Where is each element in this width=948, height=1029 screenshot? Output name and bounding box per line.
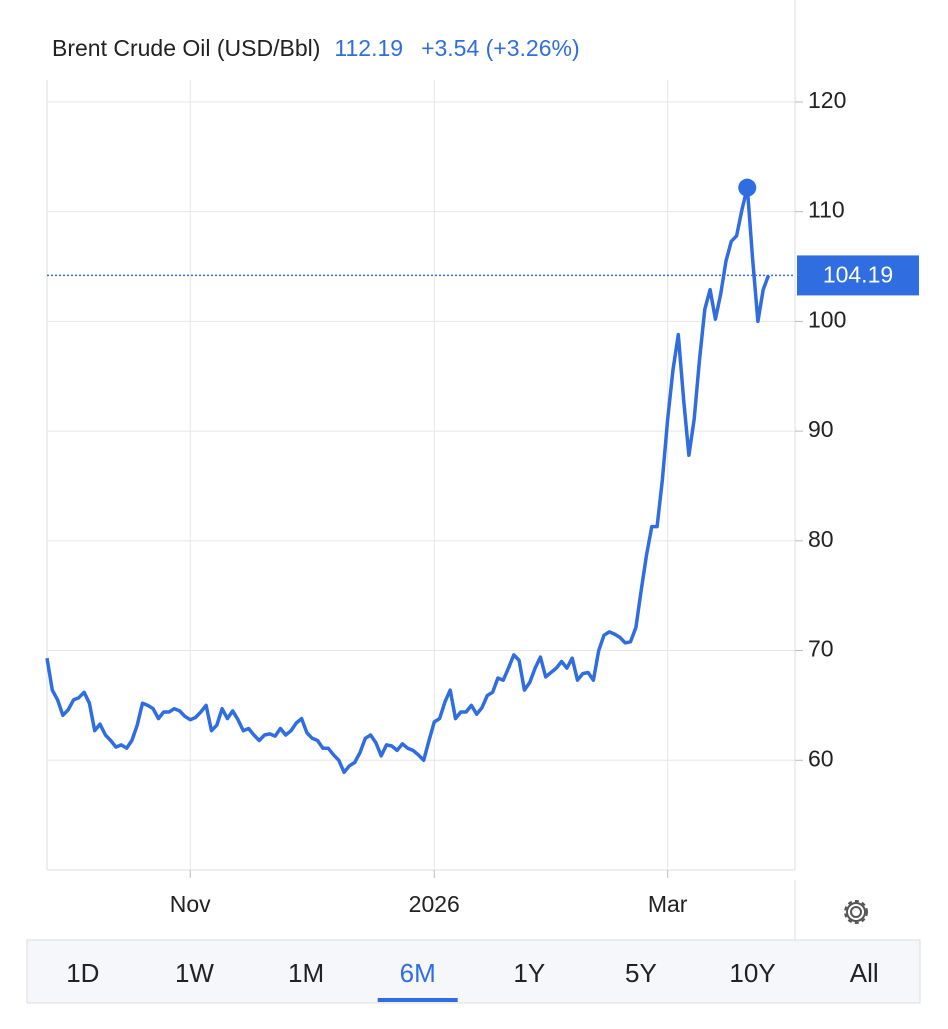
settings-icon[interactable] <box>844 900 868 924</box>
y-tick-label: 60 <box>808 745 834 771</box>
range-bar <box>26 939 921 1004</box>
y-tick-label: 120 <box>808 87 846 113</box>
price: 112.19 <box>334 35 403 61</box>
y-tick-label: 70 <box>808 636 834 662</box>
y-tick-label: 110 <box>808 197 845 223</box>
range-button[interactable]: 5Y <box>625 958 657 988</box>
range-button[interactable]: 6M <box>400 958 436 988</box>
y-tick-label: 90 <box>808 416 834 442</box>
range-button[interactable]: 1W <box>175 958 214 988</box>
range-button[interactable]: All <box>850 958 879 988</box>
price-line <box>45 185 771 775</box>
range-button[interactable]: 1Y <box>513 958 545 988</box>
x-tick-label: Mar <box>648 891 688 917</box>
range-button[interactable]: 10Y <box>729 958 775 988</box>
price-change: +3.54 (+3.26%) <box>421 35 580 61</box>
range-button[interactable]: 1D <box>66 958 99 988</box>
last-value-label: 104.19 <box>823 261 893 287</box>
range-underline <box>377 998 458 1002</box>
x-tick-label: 2026 <box>409 891 460 917</box>
range-button[interactable]: 1M <box>288 958 324 988</box>
chart-title: Brent Crude Oil (USD/Bbl) <box>52 35 320 61</box>
highlight-point <box>738 178 757 197</box>
y-tick-label: 100 <box>808 306 846 332</box>
y-tick-label: 80 <box>808 526 834 552</box>
x-tick-label: Nov <box>170 891 211 917</box>
last-value-box <box>797 255 919 296</box>
